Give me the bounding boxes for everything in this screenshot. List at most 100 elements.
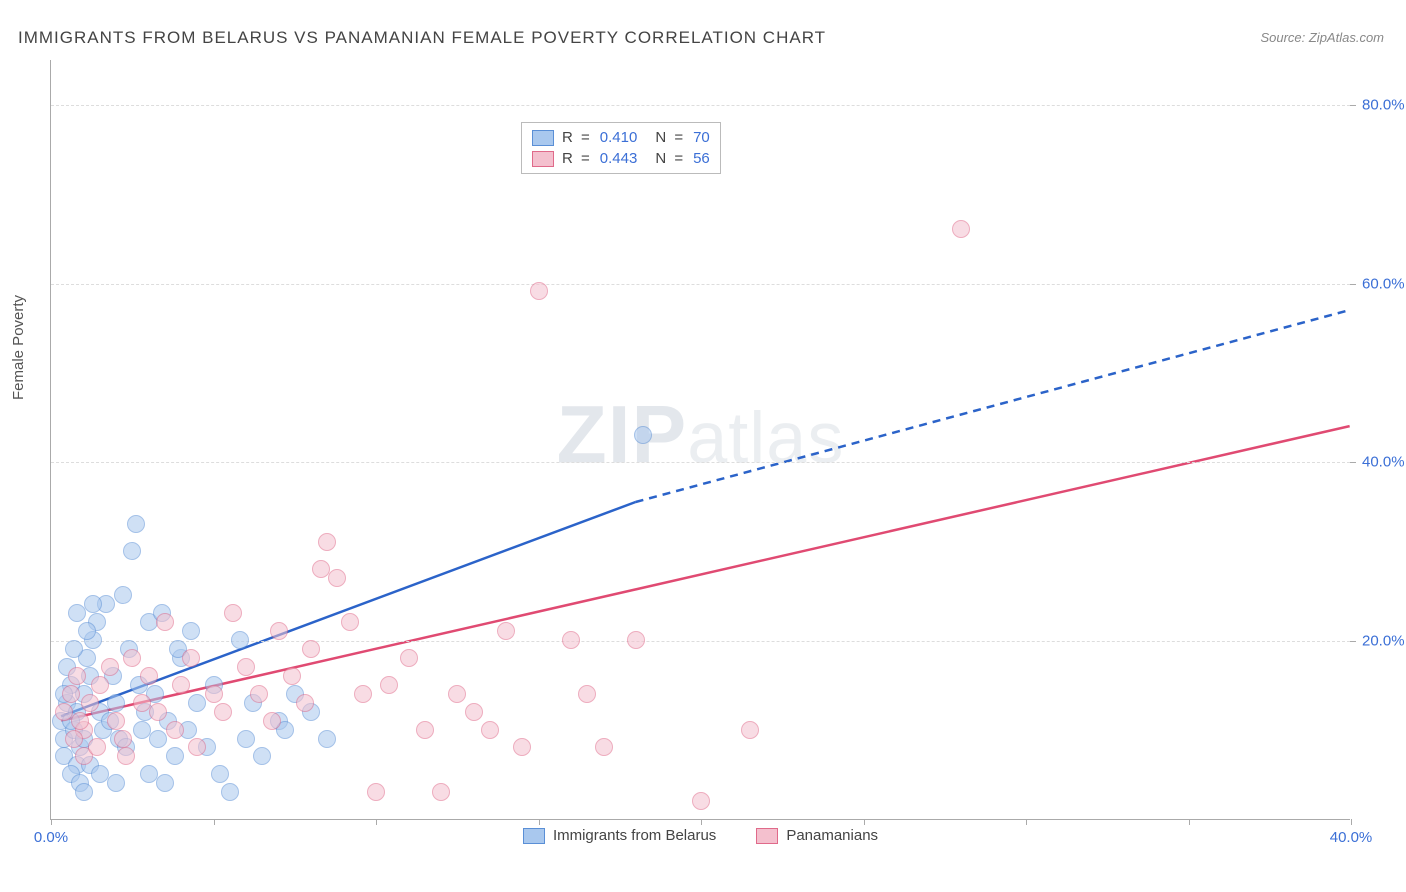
data-point-belarus bbox=[91, 765, 109, 783]
data-point-belarus bbox=[318, 730, 336, 748]
data-point-panamanians bbox=[432, 783, 450, 801]
data-point-panamanians bbox=[81, 694, 99, 712]
y-tick-label: 80.0% bbox=[1362, 96, 1405, 113]
data-point-panamanians bbox=[205, 685, 223, 703]
data-point-panamanians bbox=[341, 613, 359, 631]
data-point-belarus bbox=[253, 747, 271, 765]
data-point-panamanians bbox=[416, 721, 434, 739]
data-point-panamanians bbox=[497, 622, 515, 640]
data-point-belarus bbox=[84, 595, 102, 613]
data-point-panamanians bbox=[182, 649, 200, 667]
swatch-belarus-bottom bbox=[523, 828, 545, 844]
data-point-panamanians bbox=[62, 685, 80, 703]
x-tick bbox=[701, 819, 702, 825]
data-point-belarus bbox=[127, 515, 145, 533]
data-point-panamanians bbox=[367, 783, 385, 801]
x-tick bbox=[1351, 819, 1352, 825]
legend-row-belarus: R = 0.410 N = 70 bbox=[532, 127, 710, 148]
data-point-belarus bbox=[65, 640, 83, 658]
y-tick-label: 60.0% bbox=[1362, 275, 1405, 292]
data-point-panamanians bbox=[71, 712, 89, 730]
data-point-panamanians bbox=[296, 694, 314, 712]
data-point-panamanians bbox=[188, 738, 206, 756]
swatch-panamanians bbox=[532, 151, 554, 167]
data-point-belarus bbox=[68, 604, 86, 622]
data-point-panamanians bbox=[595, 738, 613, 756]
data-point-panamanians bbox=[328, 569, 346, 587]
data-point-panamanians bbox=[149, 703, 167, 721]
data-point-panamanians bbox=[114, 730, 132, 748]
data-point-panamanians bbox=[214, 703, 232, 721]
x-tick-label: 40.0% bbox=[1330, 829, 1373, 846]
data-point-belarus bbox=[156, 774, 174, 792]
x-tick bbox=[51, 819, 52, 825]
data-point-panamanians bbox=[627, 631, 645, 649]
data-point-panamanians bbox=[283, 667, 301, 685]
data-point-panamanians bbox=[741, 721, 759, 739]
plot-area: ZIPatlas R = 0.410 N = 70 R = 0.443 N = … bbox=[50, 60, 1350, 820]
swatch-belarus bbox=[532, 130, 554, 146]
x-tick bbox=[1026, 819, 1027, 825]
data-point-belarus bbox=[75, 783, 93, 801]
x-tick bbox=[1189, 819, 1190, 825]
gridline bbox=[51, 284, 1350, 285]
data-point-belarus bbox=[78, 622, 96, 640]
x-tick bbox=[864, 819, 865, 825]
source-attribution: Source: ZipAtlas.com bbox=[1260, 30, 1384, 45]
trend-line bbox=[636, 310, 1350, 502]
data-point-panamanians bbox=[354, 685, 372, 703]
data-point-belarus bbox=[114, 586, 132, 604]
data-point-belarus bbox=[107, 694, 125, 712]
data-point-panamanians bbox=[513, 738, 531, 756]
data-point-panamanians bbox=[312, 560, 330, 578]
series-legend: Immigrants from Belarus Panamanians bbox=[51, 827, 1350, 844]
y-tick-label: 40.0% bbox=[1362, 454, 1405, 471]
data-point-belarus bbox=[123, 542, 141, 560]
data-point-panamanians bbox=[55, 703, 73, 721]
data-point-panamanians bbox=[88, 738, 106, 756]
data-point-panamanians bbox=[65, 730, 83, 748]
gridline bbox=[51, 462, 1350, 463]
data-point-belarus bbox=[107, 774, 125, 792]
data-point-panamanians bbox=[237, 658, 255, 676]
chart-title: IMMIGRANTS FROM BELARUS VS PANAMANIAN FE… bbox=[18, 28, 826, 48]
data-point-belarus bbox=[149, 730, 167, 748]
data-point-panamanians bbox=[133, 694, 151, 712]
chart-container: IMMIGRANTS FROM BELARUS VS PANAMANIAN FE… bbox=[0, 0, 1406, 892]
data-point-panamanians bbox=[465, 703, 483, 721]
data-point-panamanians bbox=[101, 658, 119, 676]
data-point-belarus bbox=[211, 765, 229, 783]
data-point-panamanians bbox=[166, 721, 184, 739]
y-axis-label: Female Poverty bbox=[10, 295, 27, 400]
trend-line bbox=[61, 426, 1350, 721]
legend-item-panamanians: Panamanians bbox=[756, 827, 878, 844]
data-point-panamanians bbox=[263, 712, 281, 730]
data-point-panamanians bbox=[562, 631, 580, 649]
data-point-panamanians bbox=[156, 613, 174, 631]
gridline bbox=[51, 105, 1350, 106]
x-tick bbox=[214, 819, 215, 825]
data-point-panamanians bbox=[318, 533, 336, 551]
data-point-panamanians bbox=[107, 712, 125, 730]
data-point-panamanians bbox=[91, 676, 109, 694]
data-point-panamanians bbox=[302, 640, 320, 658]
data-point-panamanians bbox=[578, 685, 596, 703]
data-point-panamanians bbox=[530, 282, 548, 300]
data-point-panamanians bbox=[692, 792, 710, 810]
data-point-belarus bbox=[188, 694, 206, 712]
data-point-panamanians bbox=[380, 676, 398, 694]
data-point-panamanians bbox=[172, 676, 190, 694]
data-point-panamanians bbox=[481, 721, 499, 739]
legend-item-belarus: Immigrants from Belarus bbox=[523, 827, 716, 844]
data-point-panamanians bbox=[117, 747, 135, 765]
correlation-legend: R = 0.410 N = 70 R = 0.443 N = 56 bbox=[521, 122, 721, 174]
data-point-panamanians bbox=[270, 622, 288, 640]
data-point-panamanians bbox=[448, 685, 466, 703]
data-point-belarus bbox=[140, 765, 158, 783]
data-point-belarus bbox=[634, 426, 652, 444]
data-point-belarus bbox=[133, 721, 151, 739]
data-point-panamanians bbox=[952, 220, 970, 238]
y-tick-label: 20.0% bbox=[1362, 633, 1405, 650]
data-point-panamanians bbox=[250, 685, 268, 703]
data-point-panamanians bbox=[68, 667, 86, 685]
